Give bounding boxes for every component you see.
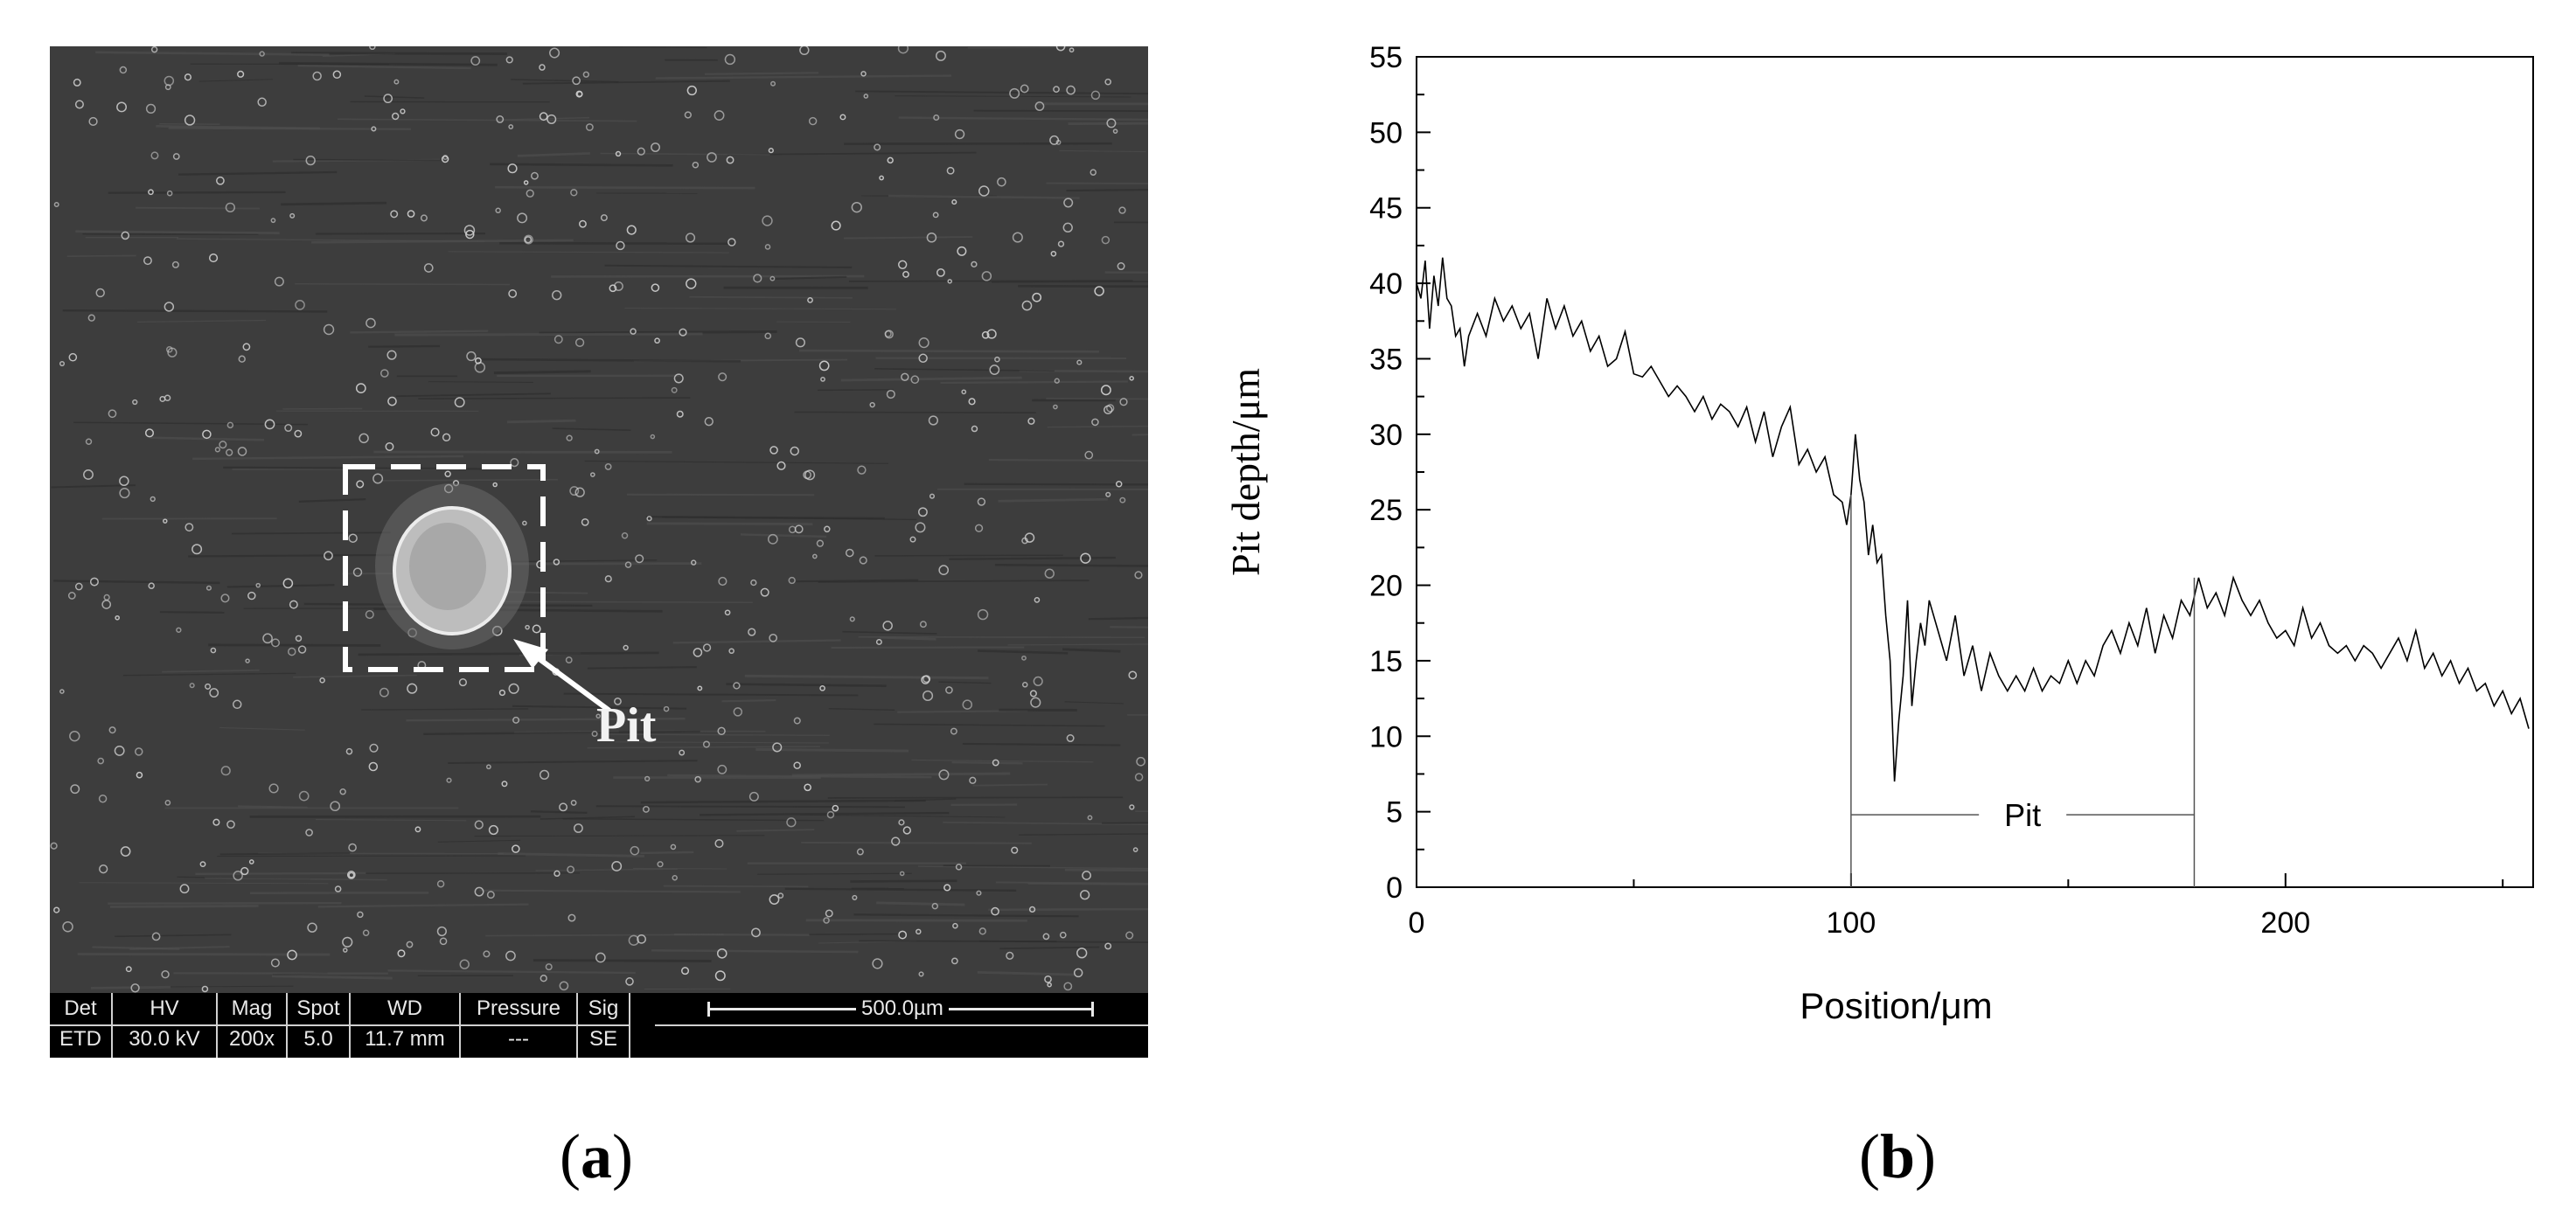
databar-heading: Det [64,996,97,1020]
pit-span-label: Pit [2004,797,2041,833]
plot-frame [1416,56,2534,888]
databar-heading: Sig [588,996,619,1020]
y-tick-label: 10 [1369,720,1403,753]
databar-column-hv: HV 30.0 kV [113,993,218,1058]
databar-heading: Spot [296,996,340,1020]
databar-heading: Mag [231,996,273,1020]
x-axis-label: Position/μm [1800,985,1992,1026]
scale-bar-label: 500.0µm [856,996,949,1021]
pit-depth-chart: 0 5 10 15 20 25 30 35 40 45 50 55 0 100 200 Position/μm… [1223,41,2534,1026]
x-tick-label: 100 [1827,906,1876,940]
y-tick-label: 35 [1369,343,1403,376]
y-tick-label: 40 [1369,267,1403,301]
databar-value: --- [508,1027,529,1051]
databar-column-mag: Mag 200x [218,993,288,1058]
databar-column-sig: Sig SE [578,993,630,1058]
y-tick-label: 0 [1386,871,1403,905]
databar-scale-bar: 500.0µm [655,993,1148,1058]
pit-annotation-label: Pit [596,698,657,753]
sem-databar: Det ETD HV 30.0 kV Mag 200x Spot 5.0 WD 11.7 mm Pr… [50,993,1148,1058]
y-tick-label: 25 [1369,494,1403,527]
databar-column-det: Det ETD [50,993,113,1058]
y-tick-label: 30 [1369,419,1403,452]
panel-label-b: (b) [1859,1121,1937,1191]
y-axis-label: Pit depth/μm [1223,368,1268,576]
databar-heading: Pressure [476,996,561,1020]
panel-label-a: (a) [560,1121,633,1191]
sem-micrograph-panel: Pit Det ETD HV 30.0 kV Mag 200x Spot 5.0 WD 11.7 … [50,46,1148,1058]
x-tick-label: 0 [1409,906,1425,940]
databar-value: 30.0 kV [129,1027,200,1051]
y-tick-label: 15 [1369,645,1403,678]
databar-column-spot: Spot 5.0 [288,993,351,1058]
y-tick-label: 45 [1369,192,1403,226]
series-line [1416,257,2530,782]
y-tick-label: 50 [1369,116,1403,149]
sem-surface-texture [50,46,1148,993]
databar-heading: HV [150,996,179,1020]
databar-heading: WD [387,996,422,1020]
databar-value: 11.7 mm [365,1027,445,1051]
databar-value: 5.0 [303,1027,333,1051]
databar-column-pressure: Pressure --- [461,993,578,1058]
databar-value: ETD [59,1027,101,1051]
x-tick-label: 200 [2260,906,2310,940]
y-tick-label: 20 [1369,570,1403,603]
y-tick-label: 5 [1386,796,1403,830]
sem-image: Pit [50,46,1148,993]
y-tick-label: 55 [1369,41,1403,74]
databar-column-wd: WD 11.7 mm [351,993,461,1058]
databar-value: SE [588,1027,617,1051]
databar-value: 200x [228,1027,275,1051]
